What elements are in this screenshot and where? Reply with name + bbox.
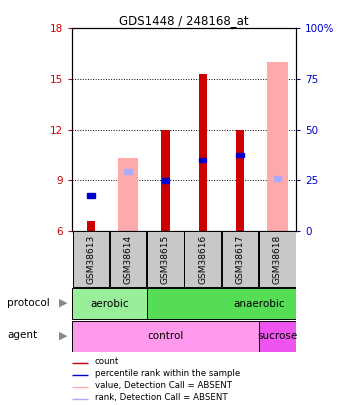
FancyBboxPatch shape: [73, 231, 109, 287]
Bar: [236, 130, 244, 231]
Bar: [87, 193, 95, 198]
Bar: [274, 176, 281, 181]
Text: ▶: ▶: [59, 330, 68, 340]
FancyBboxPatch shape: [184, 231, 221, 287]
Bar: [162, 178, 169, 183]
FancyBboxPatch shape: [72, 321, 259, 352]
FancyBboxPatch shape: [147, 231, 184, 287]
Bar: [161, 130, 170, 231]
Text: aerobic: aerobic: [90, 299, 129, 309]
FancyBboxPatch shape: [259, 231, 296, 287]
FancyBboxPatch shape: [147, 288, 296, 319]
Bar: [87, 221, 95, 231]
Text: GSM38616: GSM38616: [198, 234, 207, 284]
FancyBboxPatch shape: [222, 231, 258, 287]
Text: GSM38614: GSM38614: [124, 234, 132, 284]
Text: GSM38618: GSM38618: [273, 234, 282, 284]
Text: GSM38615: GSM38615: [161, 234, 170, 284]
Text: GSM38613: GSM38613: [86, 234, 95, 284]
Text: percentile rank within the sample: percentile rank within the sample: [95, 369, 240, 378]
Text: GSM38617: GSM38617: [236, 234, 244, 284]
Text: protocol: protocol: [7, 298, 50, 308]
Text: control: control: [147, 331, 184, 341]
Bar: [267, 62, 288, 231]
Text: count: count: [95, 357, 119, 366]
FancyBboxPatch shape: [72, 288, 147, 319]
Title: GDS1448 / 248168_at: GDS1448 / 248168_at: [119, 14, 249, 27]
Text: ▶: ▶: [59, 298, 68, 308]
Text: anaerobic: anaerobic: [233, 299, 284, 309]
Text: sucrose: sucrose: [257, 331, 297, 341]
FancyBboxPatch shape: [259, 321, 296, 352]
Text: value, Detection Call = ABSENT: value, Detection Call = ABSENT: [95, 381, 232, 390]
Bar: [118, 158, 138, 231]
Bar: [125, 169, 132, 174]
Bar: [236, 153, 244, 157]
Text: rank, Detection Call = ABSENT: rank, Detection Call = ABSENT: [95, 393, 227, 402]
Bar: [199, 74, 207, 231]
FancyBboxPatch shape: [110, 231, 147, 287]
Bar: [199, 158, 206, 162]
Text: agent: agent: [7, 330, 37, 340]
